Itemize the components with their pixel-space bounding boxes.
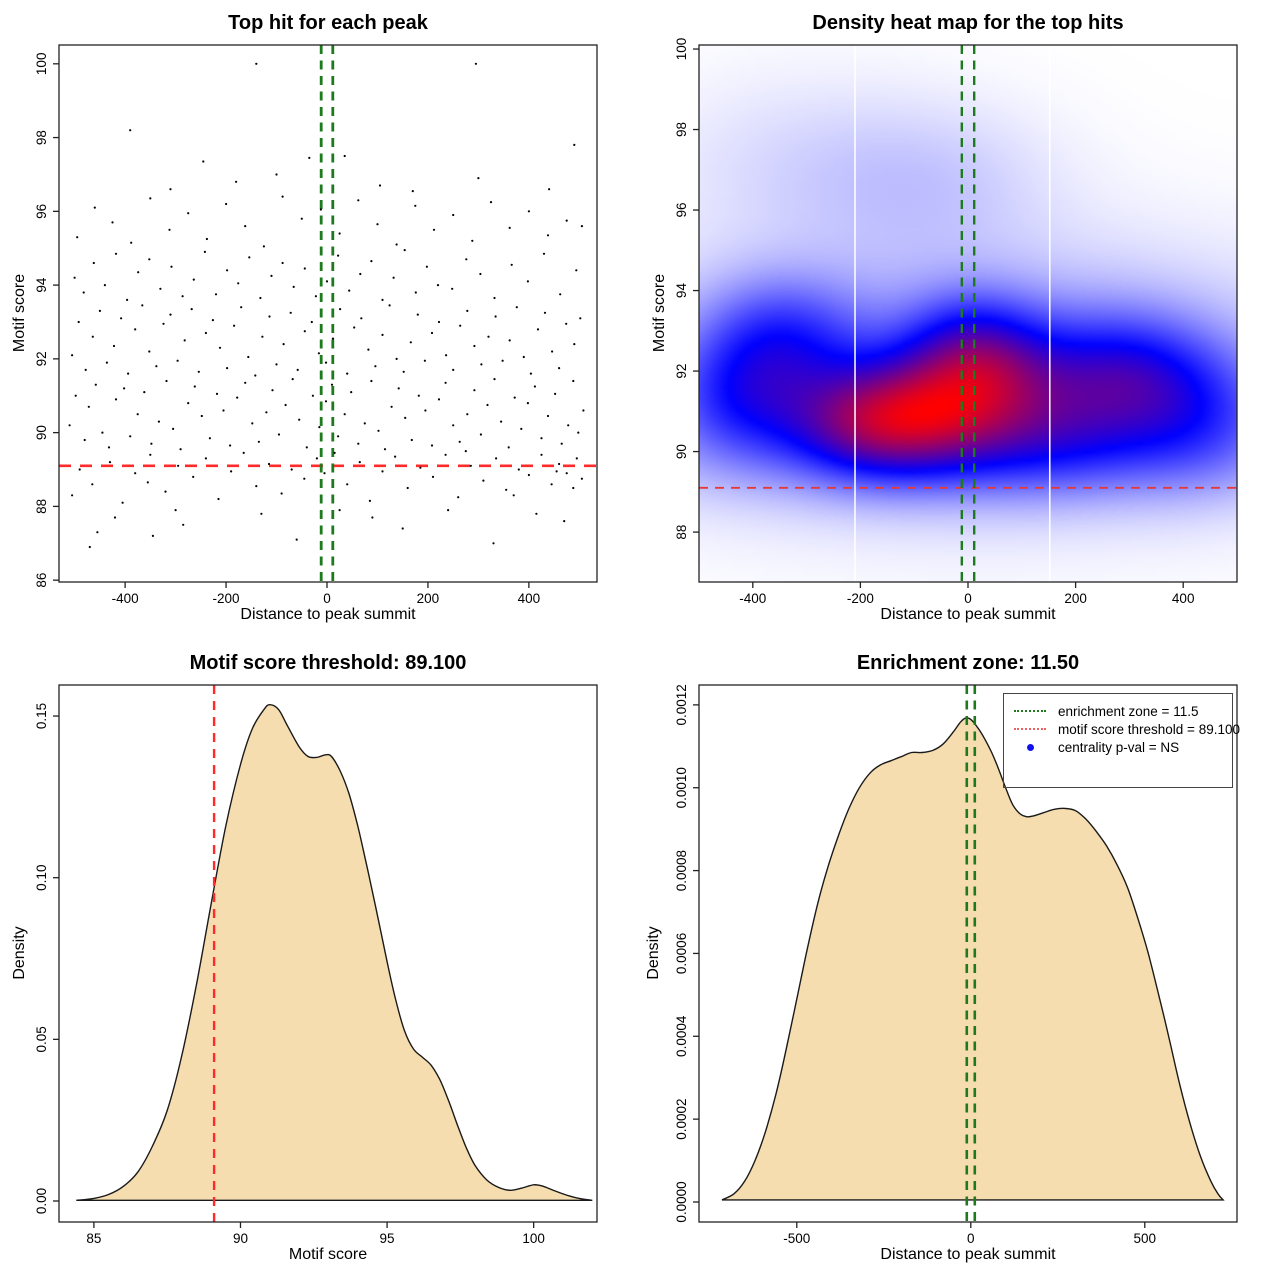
plot-legend: enrichment zone = 11.5 motif score thres… xyxy=(1003,693,1240,788)
svg-text:96: 96 xyxy=(674,203,689,218)
svg-text:100: 100 xyxy=(522,1231,545,1246)
y-axis-ticks: 0.00 0.05 0.10 0.15 xyxy=(34,703,59,1214)
heatmap-canvas xyxy=(699,45,1237,582)
green-dotted-line-icon xyxy=(1014,710,1046,712)
x-axis-label: Distance to peak summit xyxy=(240,606,416,623)
panel-distance-density: -500 0 500 0.0000 0.0002 0.0004 0.0006 0.0008 0.… xyxy=(640,640,1280,1280)
svg-text:0.15: 0.15 xyxy=(34,703,49,729)
x-axis-label: Distance to peak summit xyxy=(880,1246,1056,1263)
svg-text:0.0012: 0.0012 xyxy=(674,684,689,725)
legend-item-centrality-pval: centrality p-val = NS xyxy=(1014,738,1232,756)
svg-text:98: 98 xyxy=(34,130,49,145)
svg-text:200: 200 xyxy=(417,591,440,606)
svg-text:0.05: 0.05 xyxy=(34,1026,49,1052)
svg-text:95: 95 xyxy=(380,1231,395,1246)
density-plot: -500 0 5000.00000.00020.00040.00060.00080.… xyxy=(674,684,1238,1246)
y-axis-label: Density xyxy=(645,926,662,980)
svg-text:86: 86 xyxy=(34,573,49,588)
svg-text:0.00: 0.00 xyxy=(34,1188,49,1214)
density-curve xyxy=(76,703,593,1201)
x-axis-label: Distance to peak summit xyxy=(880,606,1056,623)
svg-text:-200: -200 xyxy=(847,591,874,606)
x-axis-ticks: 85 90 95 100 xyxy=(86,1222,545,1246)
svg-text:90: 90 xyxy=(674,444,689,459)
svg-text:400: 400 xyxy=(518,591,541,606)
panel-title: Top hit for each peak xyxy=(228,12,428,34)
svg-text:96: 96 xyxy=(34,204,49,219)
x-axis-ticks: -400 -200 0 200 400 xyxy=(112,582,541,606)
heatmap-overlay: -400 -200 0 200 400 88 90 92 94 96 98 100 xyxy=(674,38,1238,606)
y-axis-ticks: 86 88 90 92 94 96 98 100 xyxy=(34,53,59,588)
y-axis-ticks: 0.0000 0.0002 0.0004 0.0006 0.0008 0.0010 0.00… xyxy=(674,684,699,1223)
svg-text:0: 0 xyxy=(964,591,972,606)
svg-text:100: 100 xyxy=(34,53,49,76)
svg-text:100: 100 xyxy=(674,38,689,61)
svg-text:90: 90 xyxy=(233,1231,248,1246)
x-axis-ticks: -500 0 500 xyxy=(783,1222,1156,1246)
y-axis-label: Density xyxy=(11,926,28,980)
x-axis-label: Motif score xyxy=(288,1246,368,1263)
svg-text:92: 92 xyxy=(674,364,689,379)
scatter-points xyxy=(68,62,585,549)
svg-text:200: 200 xyxy=(1064,591,1087,606)
red-dotted-line-icon xyxy=(1014,728,1046,730)
y-axis-label: Motif score xyxy=(651,273,668,353)
density-curve xyxy=(721,717,1225,1201)
y-axis-label: Motif score xyxy=(11,273,28,353)
svg-text:0.0000: 0.0000 xyxy=(674,1181,689,1222)
x-axis-ticks: -400 -200 0 200 400 xyxy=(739,582,1194,606)
svg-text:-200: -200 xyxy=(213,591,240,606)
svg-text:0: 0 xyxy=(967,1231,975,1246)
panel-motif-score-density: 85 90 95 100 0.00 0.05 0.10 0.15 Motif score th… xyxy=(0,640,640,1280)
svg-text:0.0004: 0.0004 xyxy=(674,1015,689,1057)
svg-text:88: 88 xyxy=(34,499,49,514)
svg-text:500: 500 xyxy=(1134,1231,1157,1246)
legend-item-enrichment-zone: enrichment zone = 11.5 xyxy=(1014,702,1232,720)
svg-text:0.10: 0.10 xyxy=(34,865,49,891)
svg-text:0.0008: 0.0008 xyxy=(674,850,689,891)
svg-text:0.0002: 0.0002 xyxy=(674,1098,689,1139)
svg-text:90: 90 xyxy=(34,425,49,440)
svg-text:-400: -400 xyxy=(739,591,766,606)
svg-text:92: 92 xyxy=(34,351,49,366)
svg-text:94: 94 xyxy=(674,283,689,299)
svg-text:88: 88 xyxy=(674,525,689,540)
legend-item-motif-threshold: motif score threshold = 89.100 xyxy=(1014,720,1240,738)
svg-text:0: 0 xyxy=(323,591,331,606)
panel-top-hit-scatter: -400 -200 0 200 400 86 88 90 92 94 96 98 100 Top hit… xyxy=(0,0,640,640)
svg-text:-400: -400 xyxy=(112,591,139,606)
svg-text:0.0010: 0.0010 xyxy=(674,767,689,808)
blue-dot-icon xyxy=(1014,743,1046,751)
density-plot: 85 90 95 100 0.00 0.05 0.10 0.15 xyxy=(34,684,598,1246)
svg-text:85: 85 xyxy=(86,1231,101,1246)
svg-text:400: 400 xyxy=(1172,591,1195,606)
svg-text:-500: -500 xyxy=(783,1231,810,1246)
panel-title: Density heat map for the top hits xyxy=(812,12,1124,34)
svg-text:0.0006: 0.0006 xyxy=(674,933,689,974)
panel-title: Enrichment zone: 11.50 xyxy=(856,652,1080,674)
panel-density-heatmap: -400 -200 0 200 400 88 90 92 94 96 98 100 Density h… xyxy=(640,0,1280,640)
svg-text:94: 94 xyxy=(34,277,49,293)
scatter-plot: -400 -200 0 200 400 86 88 90 92 94 96 98 100 xyxy=(34,44,598,606)
panel-title: Motif score threshold: 89.100 xyxy=(189,652,467,674)
svg-text:98: 98 xyxy=(674,122,689,137)
y-axis-ticks: 88 90 92 94 96 98 100 xyxy=(674,38,699,540)
